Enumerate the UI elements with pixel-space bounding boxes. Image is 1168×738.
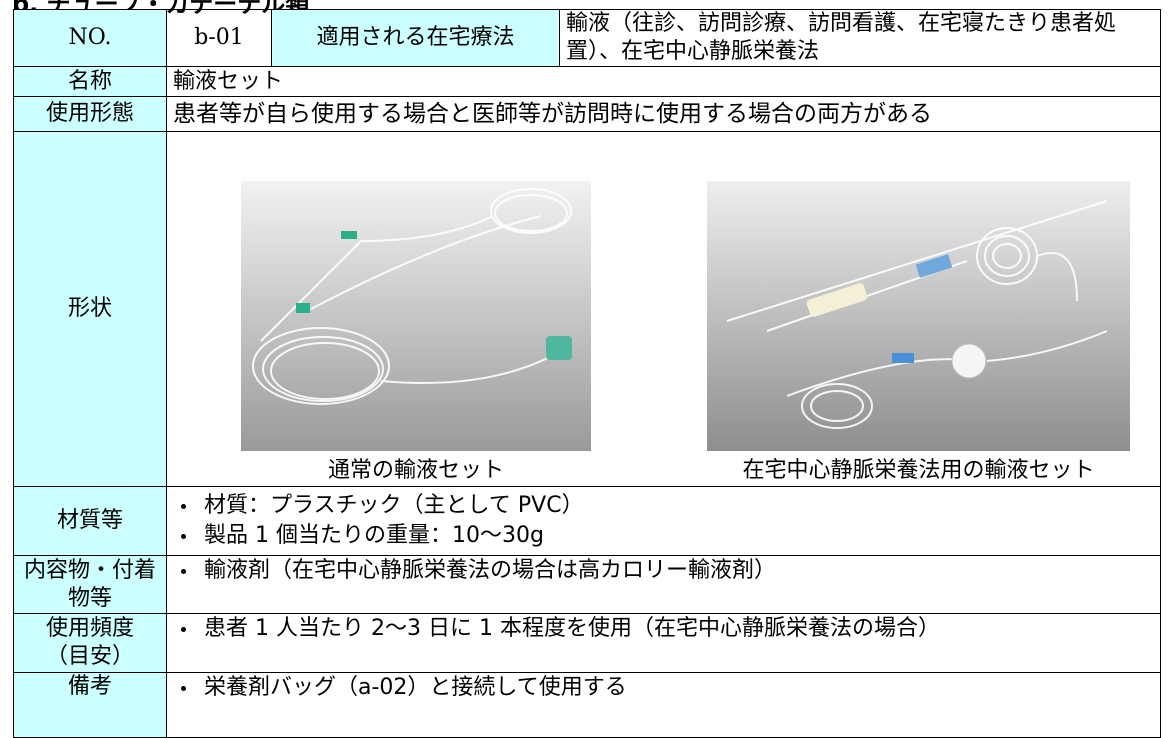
- contents-label: 内容物・付着物等: [13, 555, 167, 614]
- remarks: 栄養剤バッグ（a-02）と接続して使用する: [166, 672, 1161, 738]
- item-text: 栄養剤バッグ（a-02）と接続して使用する: [204, 675, 627, 700]
- bullet-item: 製品 1 個当たりの重量：10～30g: [173, 521, 1154, 551]
- item-text: 輸液剤（在宅中心静脈栄養法の場合は高カロリー輸液剤）: [204, 558, 777, 583]
- item-text: 製品 1 個当たりの重量：10～30g: [204, 523, 544, 548]
- no-label: NO.: [13, 9, 167, 67]
- name: 輸液セット: [166, 66, 1161, 97]
- material: 材質：プラスチック（主として PVC） 製品 1 個当たりの重量：10～30g: [166, 486, 1161, 556]
- name-label: 名称: [13, 66, 167, 97]
- therapy-label: 適用される在宅療法: [271, 9, 560, 67]
- caption: 在宅中心静脈栄養法用の輸液セット: [742, 458, 1095, 483]
- usage: 患者等が自ら使用する場合と医師等が訪問時に使用する場合の両方がある: [166, 96, 1161, 132]
- frequency: 患者 1 人当たり 2～3 日に 1 本程度を使用（在宅中心静脈栄養法の場合）: [166, 613, 1161, 673]
- bullet-item: 輸液剤（在宅中心静脈栄養法の場合は高カロリー輸液剤）: [173, 556, 1154, 586]
- remarks-label: 備考: [13, 672, 167, 738]
- item-text: 患者 1 人当たり 2～3 日に 1 本程度を使用（在宅中心静脈栄養法の場合）: [204, 616, 940, 641]
- therapy: 輸液（往診、訪問診療、訪問看護、在宅寝たきり患者処置）、在宅中心静脈栄養法: [559, 9, 1161, 67]
- shape-label: 形状: [13, 131, 167, 487]
- photo-tpn-set: [707, 181, 1130, 451]
- bullet: [181, 534, 186, 539]
- contents: 輸液剤（在宅中心静脈栄養法の場合は高カロリー輸液剤）: [166, 555, 1161, 614]
- bullet: [181, 686, 186, 691]
- material-label: 材質等: [13, 486, 167, 556]
- caption: 通常の輸液セット: [327, 458, 504, 483]
- frequency-label: 使用頻度（目安）: [13, 613, 167, 673]
- item-text: 材質：プラスチック（主として PVC）: [204, 493, 584, 518]
- bullet-item: 材質：プラスチック（主として PVC）: [173, 491, 1154, 521]
- usage-label: 使用形態: [13, 96, 167, 132]
- bullet: [181, 569, 186, 574]
- no: b-01: [166, 9, 272, 67]
- bullet-item: 栄養剤バッグ（a-02）と接続して使用する: [173, 673, 1154, 703]
- bullet: [181, 627, 186, 632]
- bullet: [181, 504, 186, 509]
- photo-standard-set: [241, 181, 591, 451]
- bullet-item: 患者 1 人当たり 2～3 日に 1 本程度を使用（在宅中心静脈栄養法の場合）: [173, 614, 1154, 644]
